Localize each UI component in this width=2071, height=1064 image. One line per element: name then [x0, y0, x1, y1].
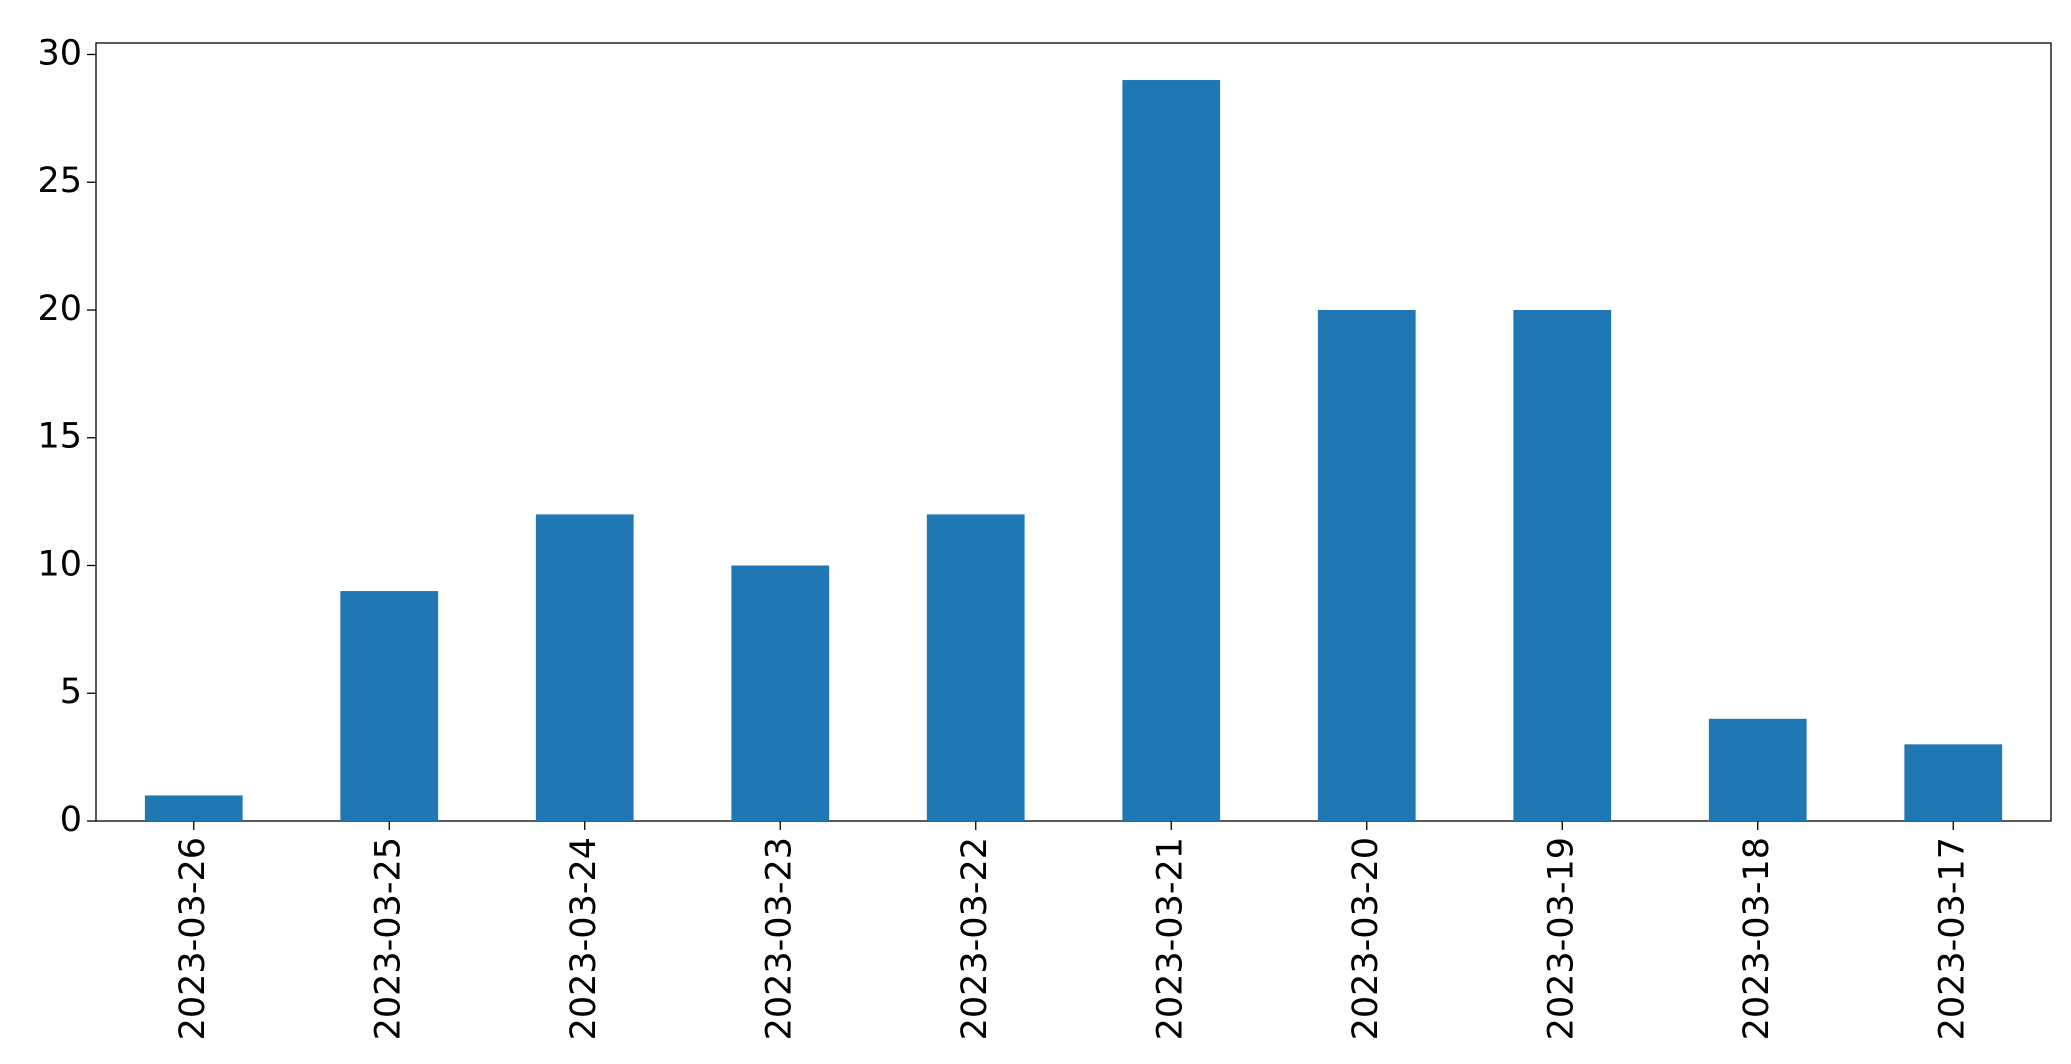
y-tick-label: 0: [60, 800, 82, 840]
y-tick-label: 25: [37, 161, 82, 201]
x-tick-label: 2023-03-25: [368, 837, 408, 1040]
bar: [1708, 718, 1807, 821]
bar: [1122, 80, 1221, 822]
bar: [144, 795, 243, 821]
x-tick-label: 2023-03-23: [759, 837, 799, 1040]
bar: [926, 514, 1025, 821]
x-tick-label: 2023-03-26: [173, 837, 213, 1040]
x-tick-label: 2023-03-24: [564, 837, 604, 1040]
y-tick-label: 30: [37, 33, 82, 73]
y-tick-label: 20: [37, 289, 82, 329]
bar: [340, 591, 439, 821]
x-tick-label: 2023-03-22: [955, 837, 995, 1040]
bar: [1904, 744, 2003, 821]
x-tick-label: 2023-03-21: [1150, 837, 1190, 1040]
x-tick-label: 2023-03-19: [1541, 837, 1581, 1040]
y-tick-label: 15: [37, 417, 82, 457]
bar: [731, 565, 830, 821]
y-tick-label: 10: [37, 544, 82, 584]
bar: [1317, 309, 1416, 821]
y-tick-label: 5: [60, 672, 82, 712]
x-tick-label: 2023-03-20: [1346, 837, 1386, 1040]
bar: [1513, 309, 1612, 821]
axes-frame: [95, 42, 2052, 822]
x-tick-label: 2023-03-18: [1737, 837, 1777, 1040]
x-tick-label: 2023-03-17: [1932, 837, 1972, 1040]
bar: [535, 514, 634, 821]
